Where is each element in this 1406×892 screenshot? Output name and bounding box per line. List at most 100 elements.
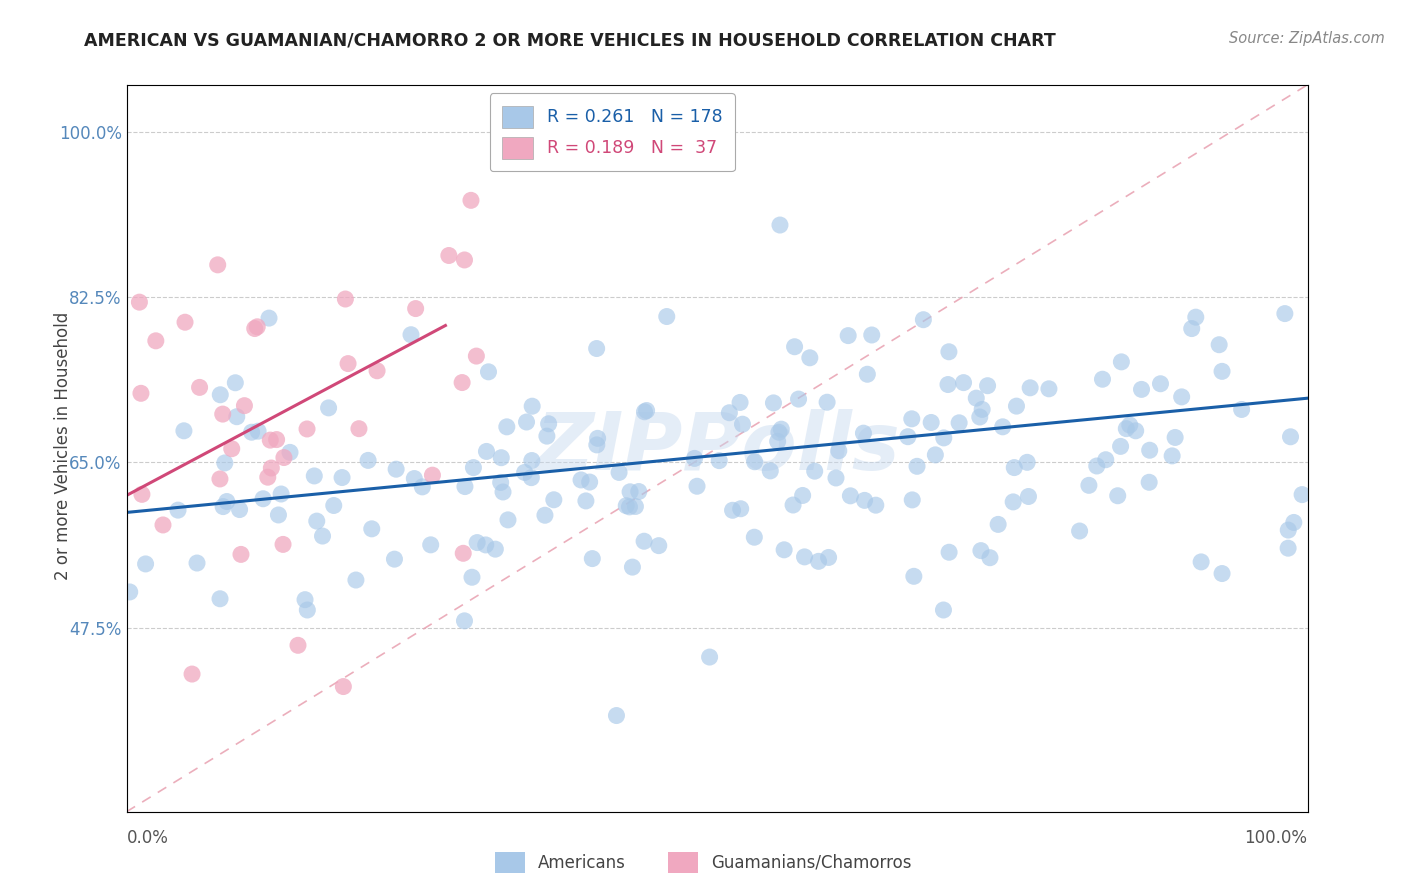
- Point: [793, 549, 815, 564]
- Text: ZIPPolls: ZIPPolls: [534, 409, 900, 487]
- Point: [135, 557, 157, 571]
- Point: [1161, 449, 1184, 463]
- Point: [1109, 439, 1132, 453]
- Point: [1002, 460, 1025, 475]
- Point: [1282, 516, 1305, 530]
- Point: [718, 406, 741, 420]
- Point: [537, 417, 560, 431]
- Point: [295, 422, 318, 436]
- Point: [360, 522, 382, 536]
- Point: [247, 424, 270, 438]
- Point: [731, 417, 754, 432]
- Point: [520, 470, 543, 484]
- Point: [145, 334, 167, 348]
- Point: [1230, 402, 1253, 417]
- Point: [489, 475, 512, 490]
- Point: [174, 315, 197, 329]
- Point: [322, 499, 344, 513]
- Point: [770, 422, 793, 436]
- Point: [860, 328, 883, 343]
- Point: [936, 377, 959, 392]
- Point: [454, 479, 477, 493]
- Point: [1119, 418, 1142, 433]
- Point: [815, 395, 838, 409]
- Point: [1005, 399, 1028, 413]
- Point: [970, 543, 993, 558]
- Point: [828, 443, 851, 458]
- Point: [311, 529, 333, 543]
- Point: [297, 603, 319, 617]
- Point: [699, 650, 721, 665]
- Point: [932, 431, 955, 445]
- Point: [256, 470, 278, 484]
- Point: [209, 388, 232, 402]
- Point: [304, 469, 326, 483]
- Point: [987, 517, 1010, 532]
- Point: [683, 451, 706, 466]
- Point: [581, 551, 603, 566]
- Point: [207, 258, 229, 272]
- Text: 0.0%: 0.0%: [127, 829, 169, 847]
- Point: [905, 459, 928, 474]
- Point: [273, 450, 295, 465]
- Point: [287, 638, 309, 652]
- Point: [214, 456, 236, 470]
- Point: [543, 492, 565, 507]
- Point: [167, 503, 190, 517]
- Point: [240, 425, 263, 440]
- Point: [233, 399, 256, 413]
- Point: [1211, 566, 1233, 581]
- Point: [1274, 307, 1296, 321]
- Point: [224, 376, 246, 390]
- Point: [783, 340, 806, 354]
- Point: [451, 376, 474, 390]
- Point: [991, 419, 1014, 434]
- Point: [744, 530, 766, 544]
- Point: [404, 471, 426, 485]
- Point: [332, 680, 354, 694]
- Point: [1094, 452, 1116, 467]
- Point: [1002, 495, 1025, 509]
- Point: [405, 301, 427, 316]
- Point: [453, 252, 475, 267]
- Point: [474, 538, 496, 552]
- Point: [1189, 555, 1212, 569]
- Point: [128, 295, 150, 310]
- Point: [337, 357, 360, 371]
- Point: [897, 430, 920, 444]
- Point: [271, 537, 294, 551]
- Point: [422, 468, 444, 483]
- Point: [1038, 382, 1060, 396]
- Point: [461, 570, 484, 584]
- Point: [605, 708, 627, 723]
- Point: [475, 444, 498, 458]
- Point: [768, 425, 790, 440]
- Point: [787, 392, 810, 406]
- Point: [721, 503, 744, 517]
- Point: [1111, 355, 1133, 369]
- Point: [769, 218, 792, 232]
- Point: [762, 396, 785, 410]
- Point: [932, 603, 955, 617]
- Point: [856, 368, 879, 382]
- Point: [267, 508, 290, 522]
- Point: [744, 455, 766, 469]
- Point: [419, 538, 441, 552]
- Point: [357, 453, 380, 467]
- Point: [1085, 458, 1108, 473]
- Point: [463, 460, 485, 475]
- Point: [385, 462, 408, 476]
- Point: [335, 292, 357, 306]
- Point: [837, 328, 859, 343]
- Point: [924, 448, 946, 462]
- Point: [686, 479, 709, 493]
- Point: [578, 475, 600, 489]
- Point: [853, 493, 876, 508]
- Point: [655, 310, 678, 324]
- Point: [399, 327, 422, 342]
- Point: [1017, 455, 1039, 469]
- Point: [1208, 337, 1230, 351]
- Point: [246, 319, 269, 334]
- Point: [451, 546, 474, 560]
- Point: [901, 492, 924, 507]
